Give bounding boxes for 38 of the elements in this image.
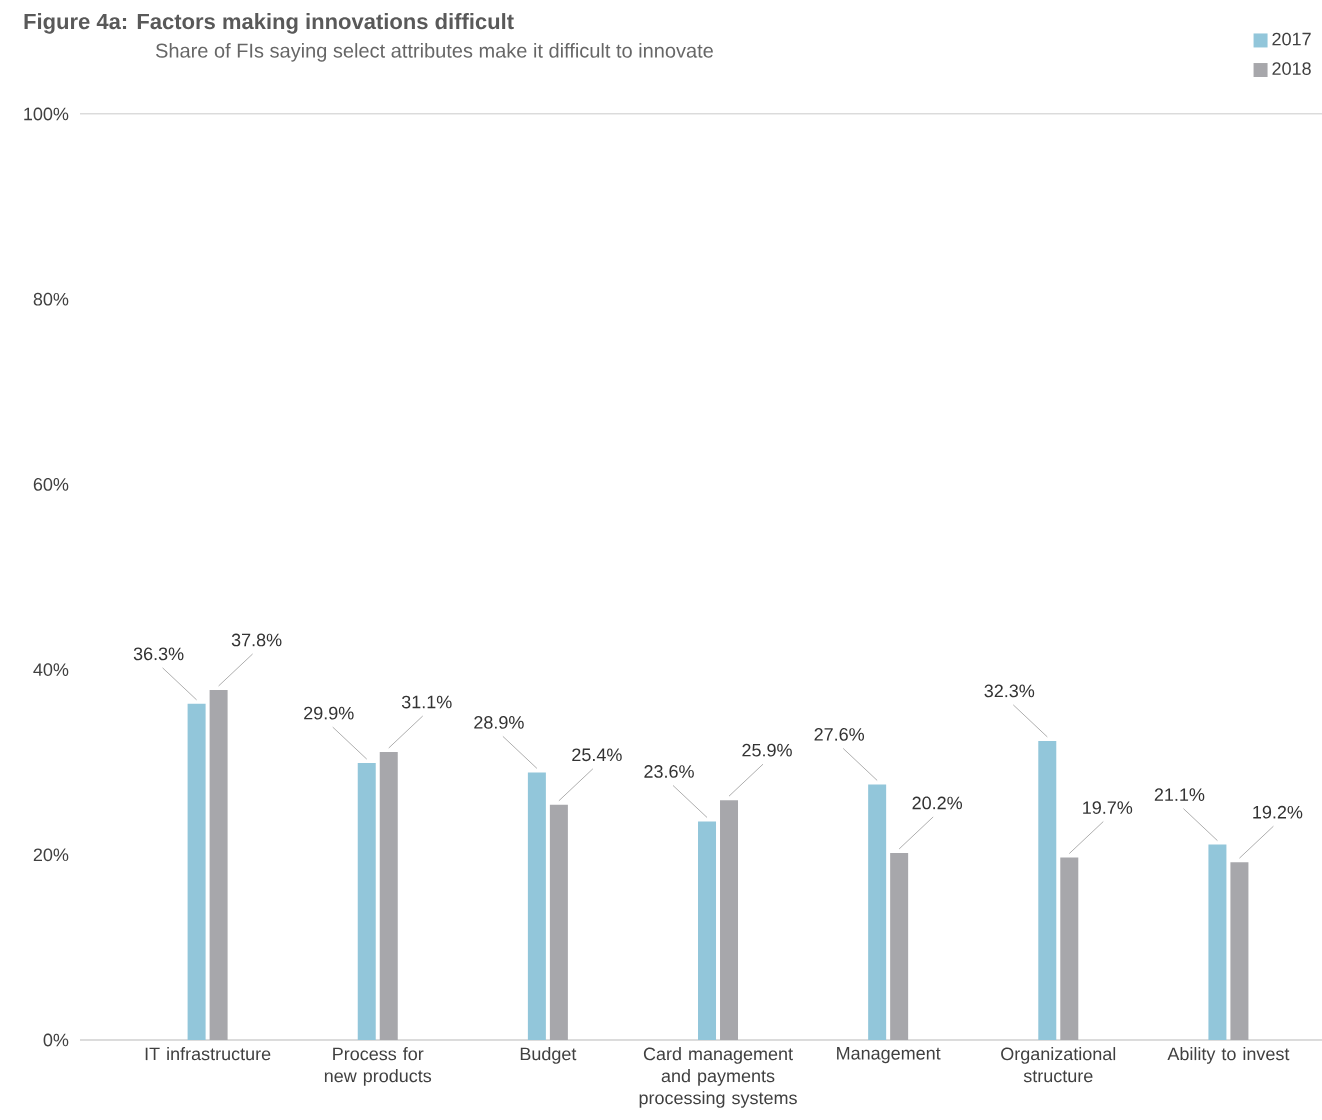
x-tick-label: Ability to invest — [1167, 1047, 1290, 1064]
data-label: 19.7% — [1083, 801, 1133, 814]
data-label: 21.1% — [1154, 788, 1205, 801]
y-tick-label: 0% — [43, 1033, 69, 1047]
data-label: 37.8% — [231, 633, 282, 647]
legend-label: 2018 — [1272, 62, 1311, 75]
bar — [357, 763, 376, 1040]
x-tick-label: Management — [837, 1047, 941, 1064]
data-label: 28.9% — [474, 716, 524, 729]
legend-label: 2017 — [1272, 32, 1311, 46]
data-label: 36.3% — [133, 647, 184, 661]
bar — [698, 821, 717, 1040]
bar — [868, 784, 887, 1040]
y-tick-label: 40% — [33, 663, 69, 676]
chart-subtitle: Share of FIs saying select attributes make it difficult to innovate — [155, 43, 713, 62]
data-label: 20.2% — [912, 796, 963, 810]
data-label: 25.9% — [742, 743, 792, 757]
chart-title: Figure 4a: Factors making innovations difficult — [24, 13, 514, 34]
data-label: 27.6% — [814, 728, 865, 741]
x-tick-label: Organizational structure — [1001, 1047, 1116, 1083]
y-tick-label: 100% — [24, 107, 69, 121]
data-label: 23.6% — [644, 765, 694, 778]
data-label: 25.4% — [572, 748, 622, 762]
y-tick-label: 20% — [33, 848, 69, 862]
x-tick-label: Process for new products — [324, 1047, 432, 1086]
data-label: 31.1% — [401, 695, 452, 709]
x-tick-label: IT infrastructure — [145, 1047, 271, 1061]
bar — [187, 703, 206, 1040]
bar — [527, 772, 546, 1040]
bar — [1038, 740, 1057, 1040]
data-label: 32.3% — [984, 684, 1035, 698]
x-tick-label: Budget — [520, 1047, 577, 1064]
bar — [1208, 844, 1227, 1040]
data-label: 29.9% — [304, 706, 354, 720]
x-tick-label: Card management and payments processing systems — [639, 1047, 797, 1108]
y-tick-label: 60% — [33, 478, 69, 491]
y-tick-label: 80% — [33, 292, 69, 306]
data-label: 19.2% — [1253, 805, 1303, 819]
